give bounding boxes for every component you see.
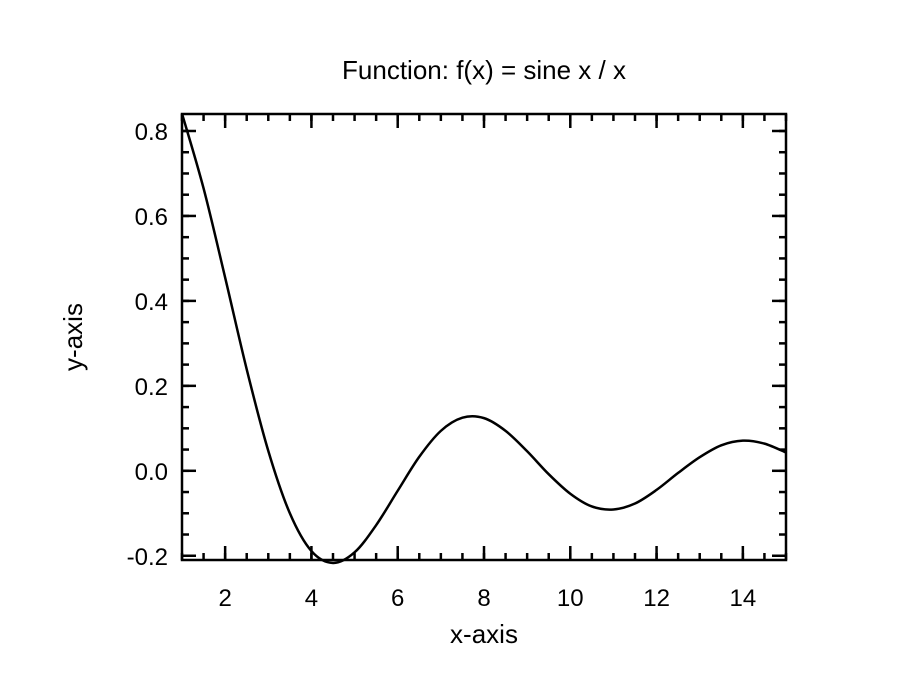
plot-frame — [180, 112, 788, 562]
y-tick-label: -0.2 — [127, 544, 168, 571]
x-axis-label: x-axis — [450, 619, 518, 649]
x-tick-label: 10 — [557, 585, 584, 612]
y-axis-label: y-axis — [58, 303, 88, 371]
ticks — [180, 114, 788, 560]
x-tick-label: 4 — [305, 585, 318, 612]
y-tick-label: 0.0 — [135, 459, 168, 486]
x-tick-label: 14 — [730, 585, 757, 612]
x-tick-label: 8 — [477, 585, 490, 612]
x-tick-label: 12 — [643, 585, 670, 612]
chart-title: Function: f(x) = sine x / x — [342, 55, 626, 85]
y-tick-label: 0.2 — [135, 374, 168, 401]
x-tick-label: 2 — [218, 585, 231, 612]
y-tick-label: 0.4 — [135, 289, 168, 316]
x-tick-label: 6 — [391, 585, 404, 612]
tick-labels: 2 4 6 8 10 12 14 -0.2 0.0 0.2 0.4 0.6 0.8 — [127, 119, 757, 612]
y-tick-label: 0.8 — [135, 119, 168, 146]
y-tick-label: 0.6 — [135, 204, 168, 231]
series-line — [180, 113, 787, 565]
